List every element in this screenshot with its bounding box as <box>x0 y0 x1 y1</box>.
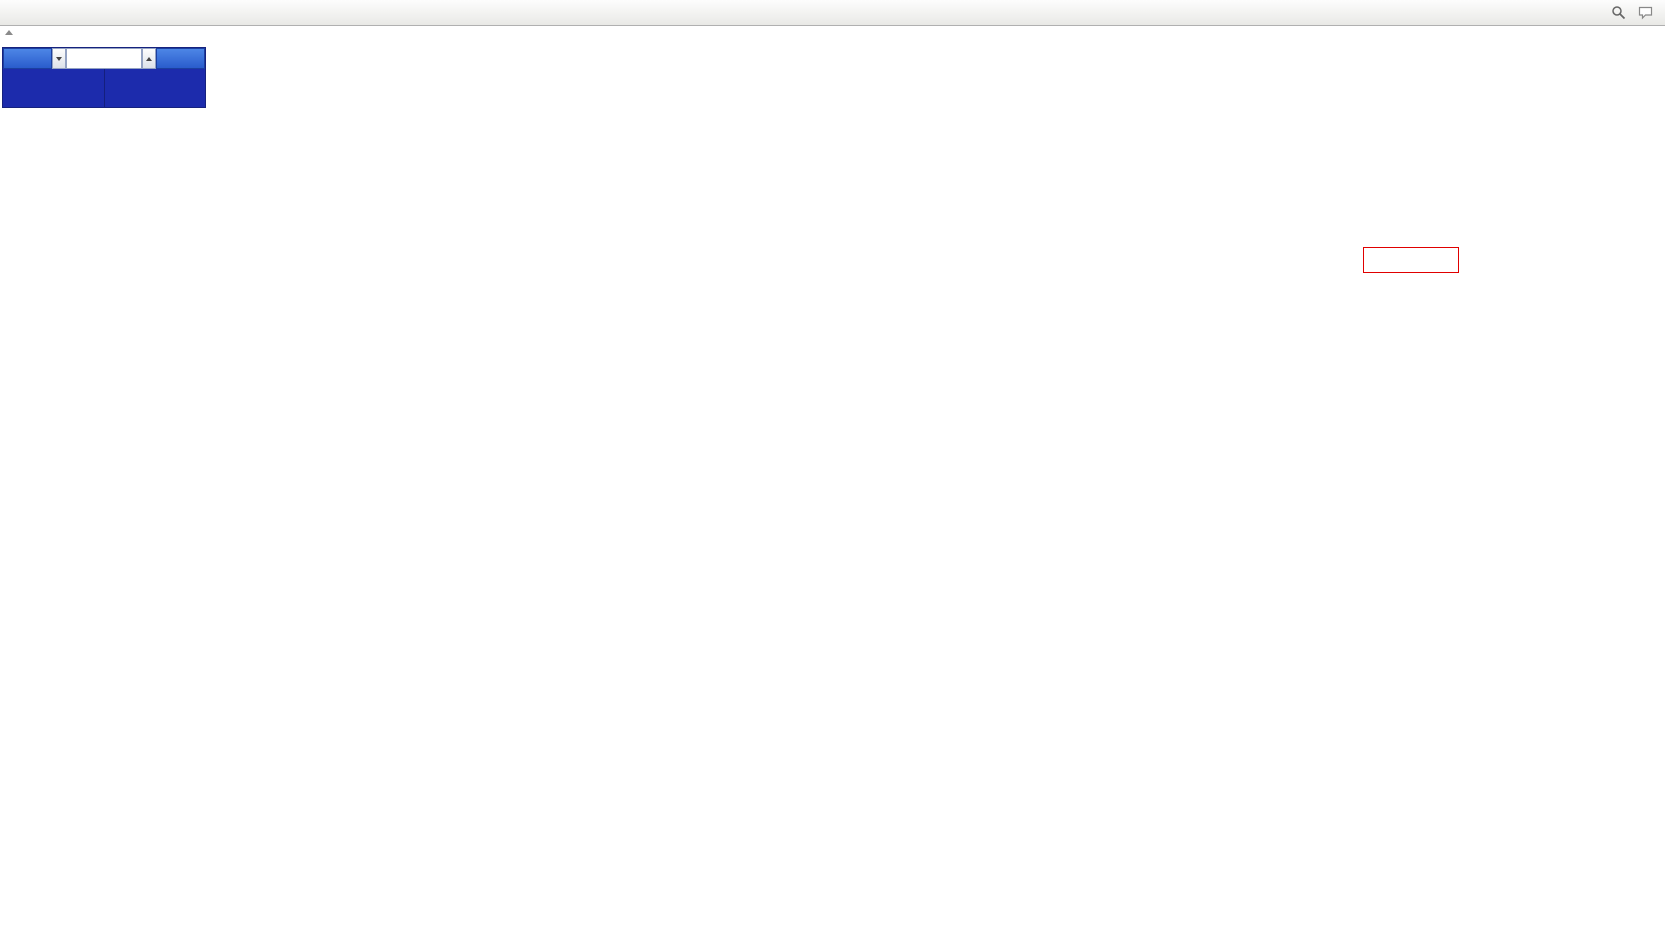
one-click-price-row <box>3 69 205 107</box>
chart-header <box>5 30 48 35</box>
volume-increase-button[interactable] <box>142 48 156 69</box>
chart-window[interactable] <box>0 26 1665 951</box>
triangle-down-icon <box>56 56 62 61</box>
buy-button[interactable] <box>156 48 205 69</box>
toolbar-right <box>1607 2 1661 24</box>
triangle-up-icon <box>146 56 152 61</box>
one-click-trading-panel <box>2 47 206 108</box>
volume-input[interactable] <box>66 48 142 69</box>
collapse-panel-icon[interactable] <box>5 30 13 35</box>
macd-indicator-label <box>5 556 19 568</box>
chat-button[interactable] <box>1634 2 1657 24</box>
search-button[interactable] <box>1607 2 1630 24</box>
chat-icon <box>1638 6 1653 20</box>
main-toolbar <box>0 0 1665 26</box>
one-click-top-row <box>3 48 205 69</box>
sell-price[interactable] <box>3 69 104 107</box>
search-icon <box>1612 6 1626 20</box>
sell-button[interactable] <box>3 48 52 69</box>
price-chart-canvas[interactable] <box>0 26 1665 951</box>
price-level-text-box[interactable] <box>1363 247 1459 273</box>
rsi-indicator-label <box>5 725 12 737</box>
volume-decrease-button[interactable] <box>52 48 66 69</box>
buy-price[interactable] <box>103 69 206 107</box>
